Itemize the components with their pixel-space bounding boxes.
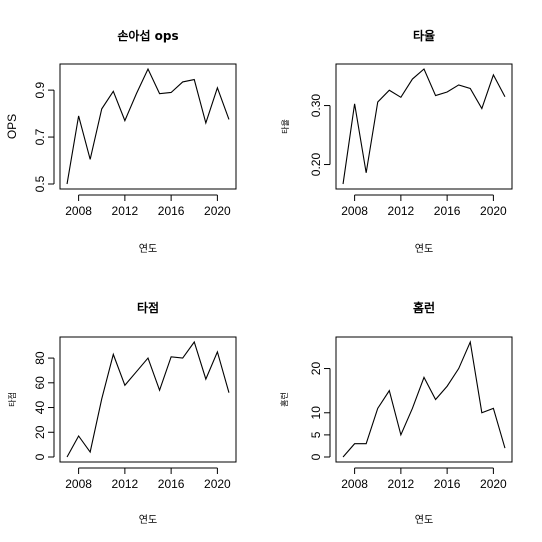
panel-4-y-tick-label: 10 — [309, 406, 323, 420]
panel-1-x-tick-label: 2012 — [112, 204, 139, 218]
panel-2-x-axis-label: 연도 — [415, 243, 433, 255]
panel-2-title: 타율 — [413, 28, 435, 43]
panel-2-y-tick-label: 0.30 — [309, 94, 323, 118]
panel-4-y-axis-label: 홈런 — [279, 392, 289, 407]
panel-2-plot-frame — [335, 63, 513, 190]
panel-3-x-tick-label: 2016 — [158, 477, 185, 491]
panel-4-plot-frame — [335, 336, 513, 463]
panel-1-x-tick-label: 2016 — [158, 204, 185, 218]
panel-3-y-axis-label: 타점 — [7, 392, 17, 407]
panel-2-y-axis-label: 타율 — [281, 119, 290, 134]
panel-2-x-tick-label: 2008 — [341, 204, 368, 218]
panel-4-y-tick-label: 20 — [309, 362, 323, 376]
panel-1-x-tick-label: 2020 — [204, 204, 231, 218]
panel-3-y-tick-label: 60 — [33, 376, 47, 390]
panel-1-y-tick-label: 0.7 — [33, 128, 47, 145]
panel-2-y-tick-label: 0.20 — [309, 153, 323, 177]
panel-1-series-line — [66, 67, 230, 185]
panel-2-x-tick-label: 2020 — [480, 204, 507, 218]
panel-4-x-tick-label: 2020 — [480, 477, 507, 491]
panel-1-x-tick-label: 2008 — [65, 204, 92, 218]
panel-3-x-axis-label: 연도 — [139, 514, 157, 526]
panel-1-y-axis-label: OPS — [5, 114, 19, 139]
panel-2-x-tick-label: 2016 — [434, 204, 461, 218]
panel-3-x-tick-label: 2012 — [112, 477, 139, 491]
panel-3-x-tick-label: 2008 — [65, 477, 92, 491]
panel-4-x-tick-label: 2016 — [434, 477, 461, 491]
panel-1-plot-frame — [59, 63, 237, 190]
panel-4-y-tick-label: 0 — [309, 453, 323, 460]
panel-3-x-tick-label: 2020 — [204, 477, 231, 491]
panel-3-series-line — [66, 340, 230, 458]
panel-4-title: 홈런 — [413, 300, 435, 315]
panel-3-y-tick-label: 20 — [33, 425, 47, 439]
panel-1-x-axis-label: 연도 — [139, 243, 157, 255]
panel-2-series-line — [342, 68, 506, 185]
panel-4-x-tick-label: 2012 — [388, 477, 415, 491]
panel-3-plot-frame — [59, 336, 237, 463]
panel-4-x-axis-label: 연도 — [415, 514, 433, 526]
panel-4-series-line — [342, 340, 506, 458]
panel-4-x-tick-label: 2008 — [341, 477, 368, 491]
panel-3-title: 타점 — [137, 300, 159, 315]
panel-3-y-tick-label: 80 — [33, 351, 47, 365]
panel-1-y-tick-label: 0.5 — [33, 175, 47, 192]
panel-1-y-tick-label: 0.9 — [33, 81, 47, 98]
panel-3-y-tick-label: 0 — [33, 453, 47, 460]
panel-1-title: 손아섭 ops — [117, 28, 178, 43]
panel-2-x-tick-label: 2012 — [388, 204, 415, 218]
panel-3-y-tick-label: 40 — [33, 401, 47, 415]
panel-4-y-tick-label: 5 — [309, 431, 323, 438]
